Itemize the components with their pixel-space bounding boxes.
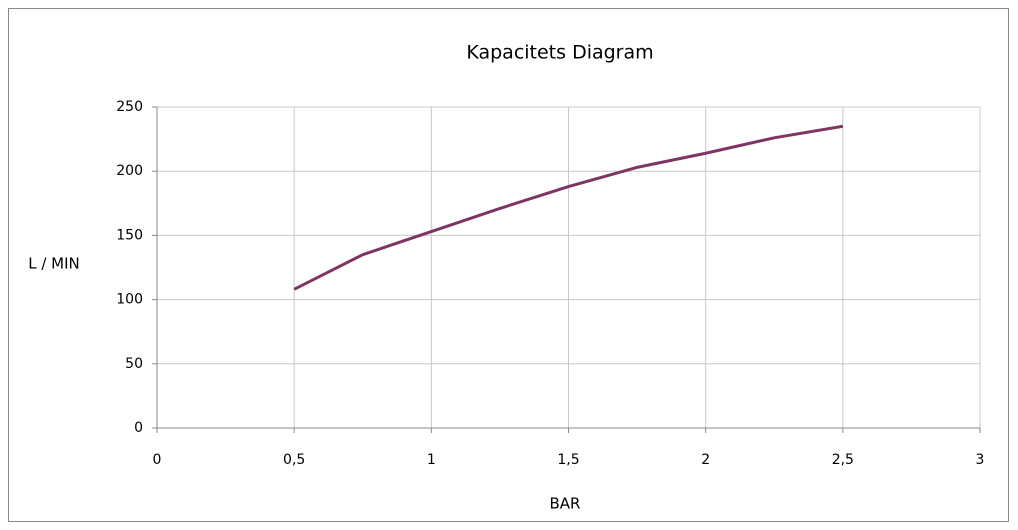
y-axis-title: L / MIN xyxy=(28,255,80,273)
y-tick-label: 250 xyxy=(116,99,143,115)
x-tick-label: 2,5 xyxy=(832,452,854,468)
x-tick-label: 1 xyxy=(427,452,436,468)
y-tick-label: 150 xyxy=(116,227,143,243)
x-tick-label: 1,5 xyxy=(557,452,579,468)
x-tick-label: 2 xyxy=(701,452,710,468)
x-axis-title: BAR xyxy=(550,495,581,513)
chart-border xyxy=(8,8,1009,522)
y-tick-label: 100 xyxy=(116,292,143,308)
y-tick-label: 50 xyxy=(125,356,143,372)
x-tick-label: 3 xyxy=(976,452,985,468)
chart-title: Kapacitets Diagram xyxy=(466,42,653,64)
data-line xyxy=(293,124,844,291)
x-tick-label: 0,5 xyxy=(283,452,305,468)
y-tick-label: 200 xyxy=(116,163,143,179)
x-tick-label: 0 xyxy=(153,452,162,468)
y-tick-label: 0 xyxy=(134,420,143,436)
